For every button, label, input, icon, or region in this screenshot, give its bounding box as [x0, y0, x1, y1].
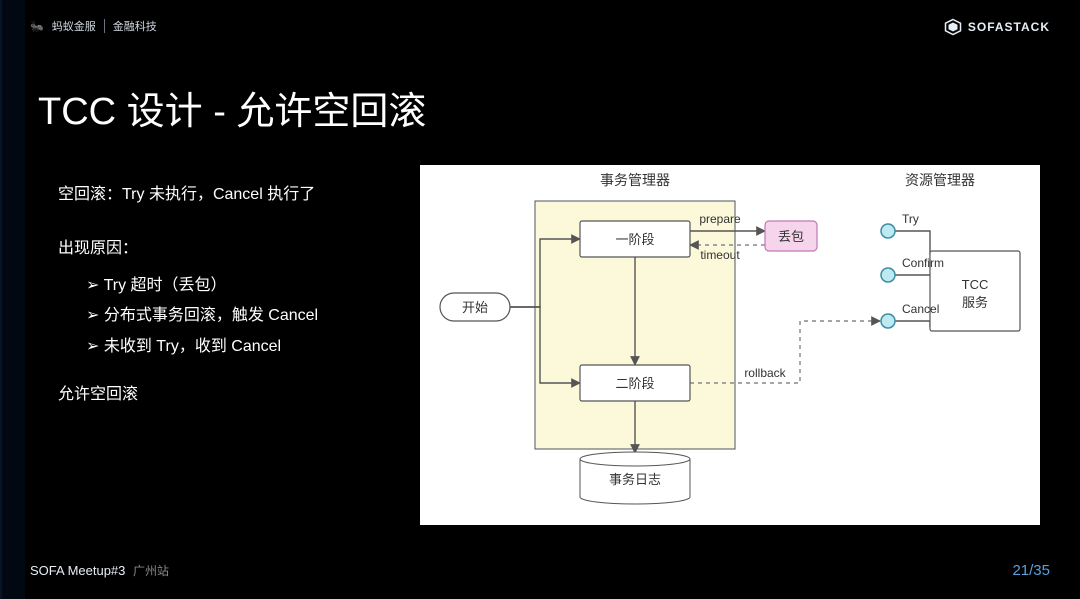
brand-text-1: 蚂蚁金服 — [52, 18, 96, 34]
svg-text:Try: Try — [902, 212, 919, 226]
cause-item: 未收到 Try，收到 Cancel — [86, 332, 408, 362]
cause-header: 出现原因： — [58, 234, 408, 264]
sofastack-icon — [944, 18, 962, 36]
svg-text:一阶段: 一阶段 — [615, 232, 654, 247]
summary-line: 空回滚：Try 未执行，Cancel 执行了 — [58, 180, 408, 210]
svg-text:资源管理器: 资源管理器 — [905, 172, 975, 188]
svg-text:timeout: timeout — [700, 248, 740, 262]
brand-left: 🐜 蚂蚁金服 金融科技 — [30, 18, 157, 34]
event-name: SOFA Meetup#3 — [30, 563, 125, 578]
slide-title: TCC 设计 - 允许空回滚 — [38, 80, 426, 135]
svg-text:丢包: 丢包 — [778, 229, 804, 244]
cause-item: 分布式事务回滚，触发 Cancel — [86, 301, 408, 331]
brand-right-text: SOFASTACK — [968, 20, 1050, 34]
svg-text:prepare: prepare — [699, 212, 741, 226]
svg-text:TCC: TCC — [962, 277, 989, 292]
event-location: 广州站 — [133, 564, 169, 578]
svg-text:事务管理器: 事务管理器 — [600, 172, 670, 188]
svg-text:Cancel: Cancel — [902, 302, 939, 316]
svg-text:rollback: rollback — [744, 366, 786, 380]
cause-list: Try 超时（丢包） 分布式事务回滚，触发 Cancel 未收到 Try，收到 … — [58, 271, 408, 362]
flow-diagram: 事务管理器 资源管理器 prepare timeout rollback 开始 一阶段二阶段… — [420, 165, 1040, 525]
svg-text:Confirm: Confirm — [902, 256, 944, 270]
footer-event: SOFA Meetup#3 广州站 — [30, 562, 169, 579]
slide-content: 空回滚：Try 未执行，Cancel 执行了 出现原因： Try 超时（丢包） … — [58, 180, 408, 416]
brand-right: SOFASTACK — [944, 18, 1050, 36]
svg-text:二阶段: 二阶段 — [615, 376, 654, 391]
svg-text:事务日志: 事务日志 — [609, 472, 661, 487]
conclusion-line: 允许空回滚 — [58, 380, 408, 410]
brand-divider — [104, 19, 105, 33]
brand-text-2: 金融科技 — [113, 18, 157, 34]
cause-item: Try 超时（丢包） — [86, 271, 408, 301]
svg-text:开始: 开始 — [462, 300, 488, 315]
page-number: 21/35 — [1012, 562, 1050, 579]
ant-logo: 🐜 — [30, 20, 44, 33]
svg-text:服务: 服务 — [962, 295, 988, 310]
